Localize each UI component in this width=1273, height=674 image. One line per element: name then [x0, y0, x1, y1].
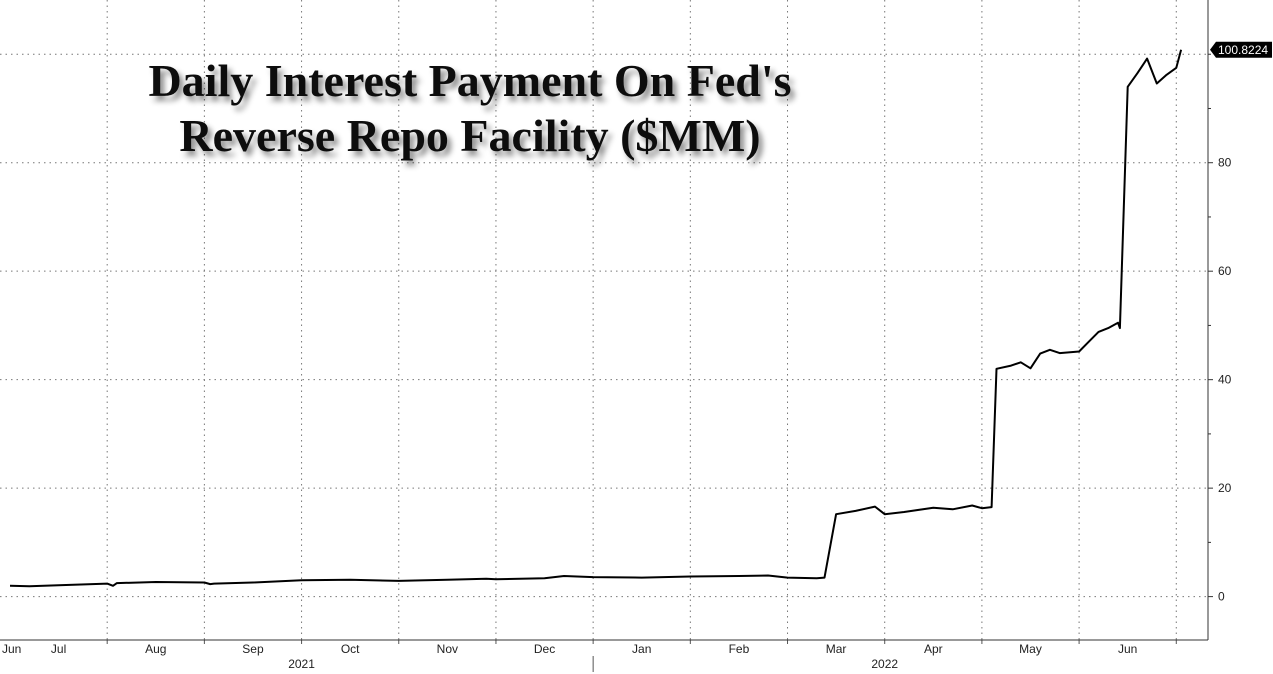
y-tick-label: 40 [1218, 373, 1232, 387]
y-tick-label: 20 [1218, 481, 1232, 495]
chart-title: Daily Interest Payment On Fed's Reverse … [148, 55, 791, 161]
x-tick-label: Jun [2, 642, 21, 656]
x-tick-label: Dec [534, 642, 555, 656]
x-tick-label: Jul [51, 642, 66, 656]
last-value-label: 100.8224 [1218, 43, 1268, 57]
x-tick-label: Oct [341, 642, 360, 656]
series-layer [9, 49, 1183, 588]
x-tick-label: Jan [632, 642, 651, 656]
x-tick-label: Mar [826, 642, 847, 656]
last-value-marker: 100.8224 [1210, 41, 1272, 58]
x-tick-label: Sep [242, 642, 264, 656]
x-tick-label: Aug [145, 642, 166, 656]
year-label: 2022 [871, 657, 898, 671]
x-tick-label: Jun [1118, 642, 1137, 656]
x-tick-label: May [1019, 642, 1042, 656]
y-tick-label: 80 [1218, 156, 1232, 170]
y-tick-label: 0 [1218, 590, 1225, 604]
chart-title-line-2: Reverse Repo Facility ($MM) [179, 110, 760, 161]
grid [0, 0, 1208, 640]
year-label: 2021 [288, 657, 315, 671]
y-tick-label: 60 [1218, 264, 1232, 278]
axes: 0 20 40 60 80 Jun Jul Aug Sep Oct Nov Dec Jan Feb Mar A… [0, 0, 1232, 672]
series-line [9, 49, 1183, 588]
x-tick-label: Feb [729, 642, 750, 656]
chart-title-line-1: Daily Interest Payment On Fed's [148, 55, 791, 106]
last-value-box [1210, 41, 1272, 58]
x-tick-label: Nov [437, 642, 458, 656]
x-tick-label: Apr [924, 642, 943, 656]
